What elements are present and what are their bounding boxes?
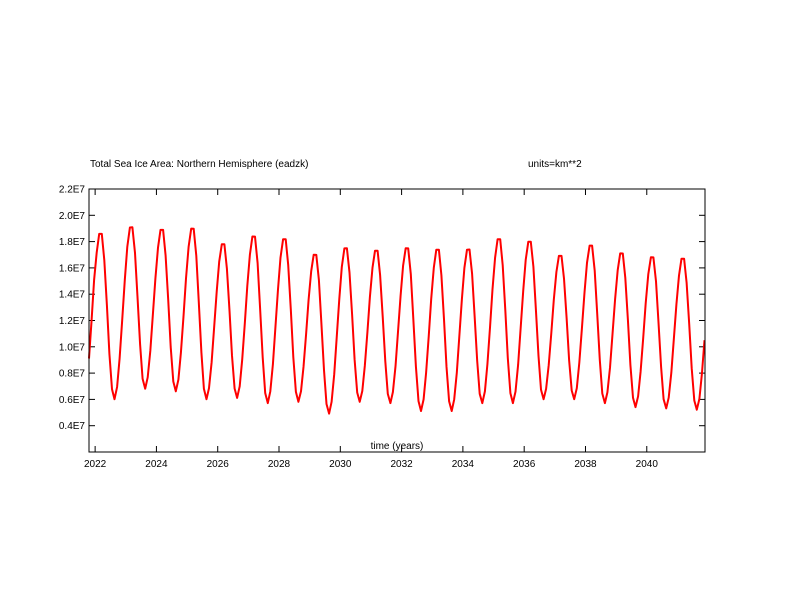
- x-tick-label: 2030: [329, 459, 352, 470]
- y-tick-label: 1.0E7: [59, 342, 86, 353]
- x-tick-label: 2036: [513, 459, 536, 470]
- y-tick-label: 1.4E7: [59, 290, 86, 301]
- axis-tick-labels: 0.4E7 0.6E7 0.8E7 1.0E7 1.2E7 1.4E7 1.6E7 1.8E7…: [59, 185, 658, 471]
- y-tick-label: 1.2E7: [59, 316, 86, 327]
- x-tick-label: 2028: [268, 459, 291, 470]
- axis-ticks: [89, 188, 705, 452]
- x-tick-label: 2024: [145, 459, 168, 470]
- x-tick-label: 2038: [574, 459, 597, 470]
- x-tick-label: 2026: [207, 459, 230, 470]
- series-line-sea-ice-area: [88, 226, 706, 415]
- y-tick-label: 1.6E7: [59, 263, 86, 274]
- units-label: units=km**2: [528, 159, 582, 170]
- x-tick-label: 2022: [84, 459, 107, 470]
- plot-frame: [88, 188, 706, 453]
- y-tick-label: 2.0E7: [59, 211, 86, 222]
- y-tick-label: 0.8E7: [59, 369, 86, 380]
- y-tick-label: 2.2E7: [59, 185, 86, 196]
- x-tick-label: 2040: [636, 459, 659, 470]
- y-tick-label: 1.8E7: [59, 237, 86, 248]
- chart-title: Total Sea Ice Area: Northern Hemisphere …: [90, 159, 308, 170]
- x-tick-label: 2034: [452, 459, 475, 470]
- y-tick-label: 0.6E7: [59, 395, 86, 406]
- x-tick-label: 2032: [390, 459, 413, 470]
- x-axis-label: time (years): [371, 441, 424, 452]
- y-tick-label: 0.4E7: [59, 421, 86, 432]
